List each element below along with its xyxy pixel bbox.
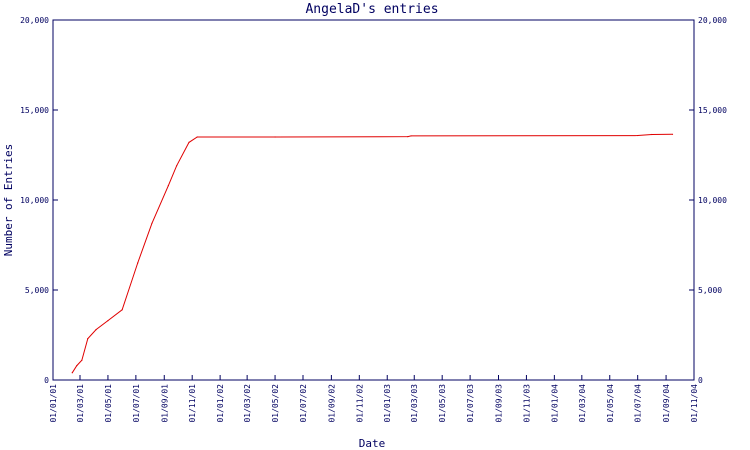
data-point (137, 262, 139, 264)
y-axis-title: Number of Entries (2, 144, 15, 257)
data-point (671, 133, 674, 135)
y-tick-label-left: 10,000 (20, 196, 49, 205)
x-tick-label: 01/07/04 (634, 384, 643, 423)
x-tick-label: 01/05/03 (438, 384, 447, 423)
data-point (410, 135, 412, 137)
data-point (121, 309, 123, 311)
x-tick-label: 01/05/01 (104, 384, 113, 423)
series-group (71, 133, 674, 374)
data-point (274, 136, 276, 138)
x-tick-label: 01/01/03 (383, 384, 392, 423)
data-point (76, 365, 78, 367)
y-tick-label-left: 20,000 (20, 16, 49, 25)
x-tick-label: 01/01/01 (49, 384, 58, 423)
data-point (196, 136, 198, 138)
x-tick-label: 01/07/03 (466, 384, 475, 423)
x-axis: 01/01/01 01/03/01 01/05/01 01/07/01 01/09/01… (49, 375, 699, 423)
y-axis-left: 0 5,000 10,000 15,000 20,000 (20, 16, 58, 385)
x-tick-label: 01/09/03 (494, 384, 503, 423)
data-point (71, 372, 73, 374)
x-tick-label: 01/03/01 (76, 384, 85, 423)
data-point (87, 338, 89, 340)
y-tick-label-right: 0 (698, 376, 703, 385)
x-tick-label: 01/11/04 (690, 384, 699, 423)
x-tick-label: 01/11/01 (188, 384, 197, 423)
data-point (81, 359, 83, 361)
x-axis-title: Date (359, 437, 386, 450)
x-tick-label: 01/03/02 (243, 384, 252, 423)
x-tick-label: 01/09/01 (160, 384, 169, 423)
chart-title: AngelaD's entries (305, 2, 438, 17)
x-tick-label: 01/11/03 (522, 384, 531, 423)
x-tick-label: 01/07/01 (132, 384, 141, 423)
y-axis-right: 0 5,000 10,000 15,000 20,000 (689, 16, 727, 385)
x-tick-label: 01/03/04 (578, 384, 587, 423)
series-line (71, 133, 673, 374)
x-tick-label: 01/09/02 (327, 384, 336, 423)
x-tick-label: 01/09/04 (662, 384, 671, 423)
x-tick-label: 01/01/04 (550, 384, 559, 423)
x-tick-label: 01/05/02 (271, 384, 280, 423)
y-tick-label-right: 10,000 (698, 196, 727, 205)
data-point (188, 141, 190, 143)
data-point (637, 134, 639, 137)
data-point (151, 222, 153, 224)
y-tick-label-left: 0 (44, 376, 49, 385)
plot-area-border (52, 19, 695, 381)
y-tick-label-right: 15,000 (698, 106, 727, 115)
y-tick-label-right: 5,000 (698, 286, 722, 295)
y-tick-label-right: 20,000 (698, 16, 727, 25)
x-tick-label: 01/01/02 (216, 384, 225, 423)
y-tick-label-left: 5,000 (25, 286, 49, 295)
data-point (651, 133, 653, 136)
data-point (407, 136, 409, 138)
x-tick-label: 01/03/03 (410, 384, 419, 423)
x-tick-label: 01/11/02 (355, 384, 364, 423)
data-point (176, 165, 178, 167)
data-point (95, 329, 97, 331)
x-tick-label: 01/07/02 (299, 384, 308, 423)
data-point (107, 320, 109, 322)
y-tick-label-left: 15,000 (20, 106, 49, 115)
data-point (167, 185, 169, 187)
x-tick-label: 01/05/04 (606, 384, 615, 423)
